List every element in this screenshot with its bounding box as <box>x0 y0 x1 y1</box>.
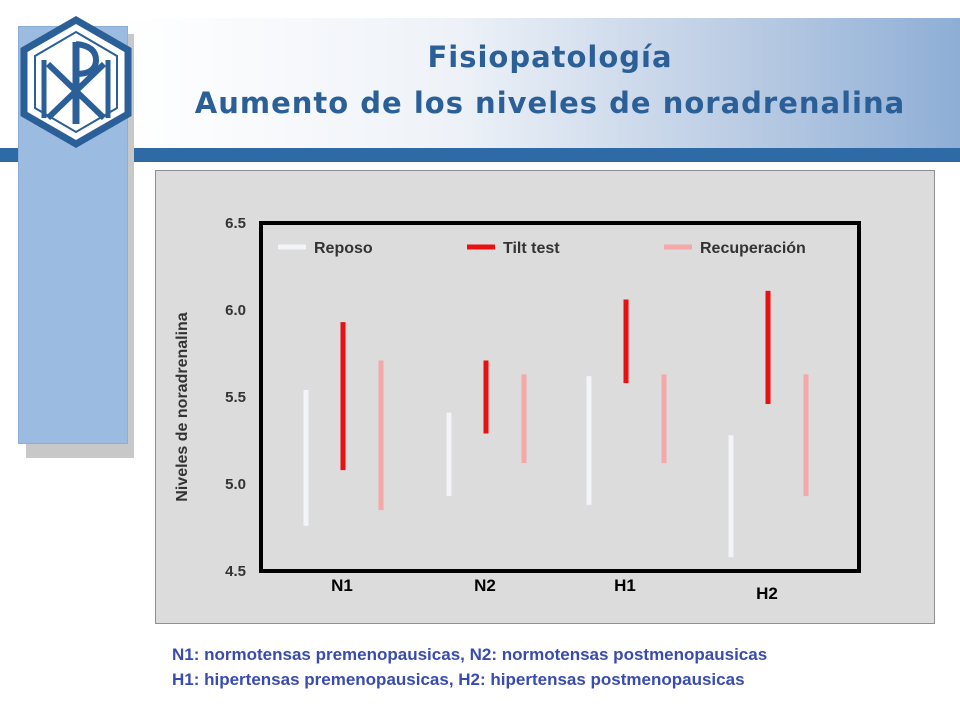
y-tick-label: 5.0 <box>225 476 246 493</box>
category-label: H2 <box>756 584 778 603</box>
legend-label: Recuperación <box>700 240 806 257</box>
y-tick-label: 4.5 <box>225 563 246 580</box>
category-label: N1 <box>331 576 353 595</box>
chi-rho-monogram-logo <box>20 15 132 149</box>
category-label: N2 <box>474 576 496 595</box>
y-tick-label: 6.5 <box>225 215 246 232</box>
header-band <box>120 18 960 150</box>
footnote-line-2: H1: hipertensas premenopausicas, H2: hip… <box>172 670 745 689</box>
y-axis-label: Niveles de noradrenalina <box>174 312 191 502</box>
footnote-line-1: N1: normotensas premenopausicas, N2: nor… <box>172 645 768 664</box>
noradrenaline-range-chart: 6.5 6.0 5.5 5.0 4.5 Niveles de noradrenalina R… <box>174 215 861 603</box>
page-subtitle: Aumento de los niveles de noradrenalina <box>194 86 906 120</box>
legend-label: Reposo <box>314 240 373 257</box>
header-divider <box>0 148 960 162</box>
y-tick-label: 5.5 <box>225 389 246 406</box>
category-label: H1 <box>614 576 636 595</box>
y-tick-label: 6.0 <box>225 302 246 319</box>
chart-panel: 6.5 6.0 5.5 5.0 4.5 Niveles de noradrenalina R… <box>155 170 935 624</box>
legend-label: Tilt test <box>503 240 560 257</box>
page-title: Fisiopatología <box>427 40 673 74</box>
plot-frame <box>259 221 861 573</box>
